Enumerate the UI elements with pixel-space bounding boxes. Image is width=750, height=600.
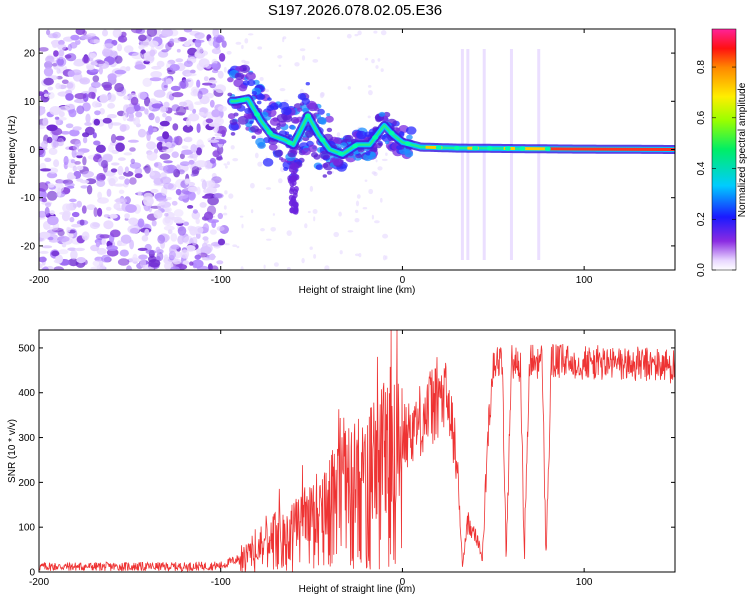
spectrogram-y-label: Frequency (Hz) [7,116,18,185]
spectrogram-ridge-peak [319,137,326,143]
colorbar: 0.0 0.2 0.4 0.6 0.8 Normalized spectral ampl… [696,28,748,277]
colorbar-label: Normalized spectral amplitude [737,82,748,217]
colorbar-gradient [712,29,736,270]
spectrogram-ridge-peak [544,146,551,152]
snr-series-line [39,330,675,572]
spectrogram-ridge-peak [372,135,379,140]
spectrogram-ridge-peak [352,143,359,149]
snr-panel: -200 -100 0 100 0 100 200 300 400 500 Height of … [7,329,676,595]
spectrogram-ridge-peak [304,113,311,118]
spectrogram-vertical-streak [466,49,470,260]
snr-y-label: SNR (10 * v/v) [7,419,18,483]
snr-frame [38,329,676,573]
spectrogram-ridge-peak [404,141,411,146]
spectrogram-vertical-streak [460,49,464,260]
spectrogram-ridge-peak [453,145,460,151]
spectrogram-x-tick-label: -100 [211,275,231,286]
spectrogram-ridge-peak [266,130,273,135]
colorbar-tick-label: 0.0 [696,263,707,277]
spectrogram-y-tick-label: -10 [21,193,36,204]
snr-x-label: Height of straight line (km) [299,584,416,595]
snr-y-ticks: 0 100 200 300 400 500 [18,343,675,579]
spectrogram-x-tick-label: 100 [576,275,593,286]
spectrogram-x-ticks: -200 -100 0 100 [29,29,593,286]
spectrogram-ridge-peak [519,146,526,151]
colorbar-tick-label: 0.8 [696,60,707,74]
colorbar-ticks: 0.0 0.2 0.4 0.6 0.8 [696,60,736,277]
snr-y-tick-label: 0 [29,568,35,579]
snr-plot-area [39,330,675,572]
snr-y-tick-label: 200 [18,478,35,489]
colorbar-tick-label: 0.2 [696,212,707,226]
snr-x-ticks: -200 -100 0 100 [29,330,593,588]
colorbar-frame [711,28,737,271]
colorbar-tick-label: 0.4 [696,161,707,175]
snr-x-tick-label: -100 [211,577,231,588]
chart-title: S197.2026.078.02.05.E36 [267,2,443,19]
spectrogram-vertical-streak [509,49,513,260]
spectrogram-ridge-peak [337,151,344,156]
spectrogram-y-tick-label: 20 [24,49,36,60]
snr-x-tick-label: -200 [29,577,49,588]
spectrogram-ridge-peak [472,146,479,151]
spectrogram-y-tick-label: 10 [24,97,36,108]
snr-y-tick-label: 500 [18,343,35,354]
spectrogram-ridge-peak [486,146,493,151]
spectrogram-ridge-peak [239,97,246,103]
spectrogram-y-tick-label: 0 [29,145,35,156]
colorbar-tick-label: 0.6 [696,110,707,124]
snr-x-tick-label: 100 [576,577,593,588]
spectrogram-x-label: Height of straight line (km) [299,285,416,296]
spectrogram-y-tick-label: -20 [21,241,36,252]
snr-y-tick-label: 100 [18,523,35,534]
spectrogram-ridge [227,49,675,260]
spectrogram-x-tick-label: -200 [29,275,49,286]
snr-x-tick-label: 0 [400,577,406,588]
snr-y-tick-label: 300 [18,433,35,444]
spectrogram-vertical-streak [537,49,541,260]
snr-y-tick-label: 400 [18,388,35,399]
spectrogram-vertical-streak [482,49,486,260]
spectrogram-ridge-peak [504,146,511,151]
spectrogram-x-tick-label: 0 [400,275,406,286]
spectrogram-ridge-peak [254,112,261,117]
spectrogram-ridge-peak [286,140,293,145]
spectrogram-ridge-peak [435,145,442,150]
spectrogram-ridge-peak [388,130,395,136]
spectrogram-y-ticks: 20 10 0 -10 -20 [21,49,675,252]
spectrogram-noise-blobs [39,29,389,270]
